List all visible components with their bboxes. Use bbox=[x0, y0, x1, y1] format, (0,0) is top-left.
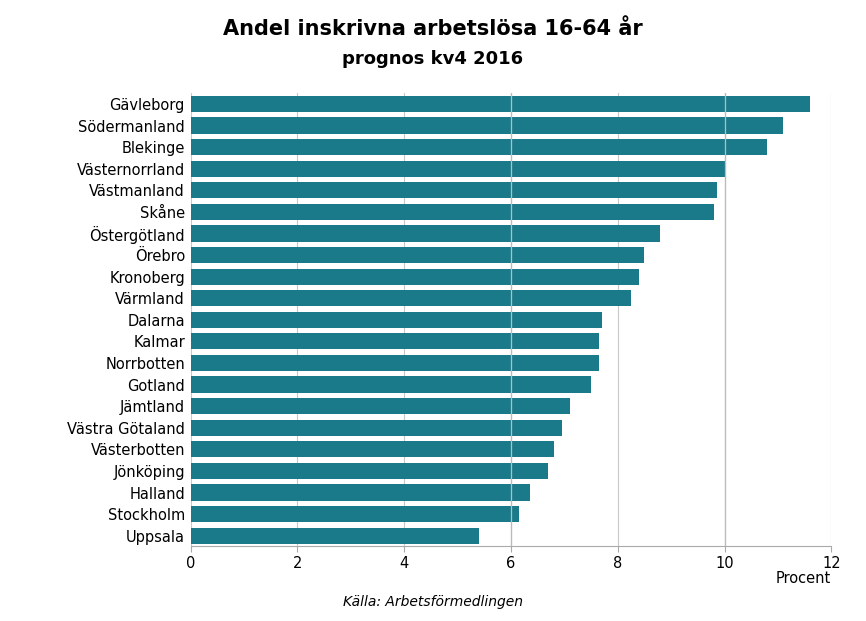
Bar bbox=[191, 247, 644, 263]
Bar bbox=[191, 182, 716, 198]
Text: Andel inskrivna arbetslösa 16-64 år: Andel inskrivna arbetslösa 16-64 år bbox=[223, 19, 643, 39]
Bar bbox=[191, 398, 570, 414]
Bar bbox=[191, 484, 530, 501]
Bar bbox=[191, 225, 661, 242]
Bar bbox=[191, 290, 631, 306]
Bar bbox=[191, 268, 639, 285]
Bar bbox=[191, 463, 548, 479]
Bar bbox=[191, 139, 767, 155]
Text: prognos kv4 2016: prognos kv4 2016 bbox=[342, 50, 524, 68]
Bar bbox=[191, 420, 562, 436]
Bar bbox=[191, 506, 519, 522]
Bar bbox=[191, 442, 553, 458]
Text: Källa: Arbetsförmedlingen: Källa: Arbetsförmedlingen bbox=[343, 594, 523, 609]
Bar bbox=[191, 333, 599, 350]
Bar bbox=[191, 528, 479, 544]
Bar bbox=[191, 204, 714, 220]
Text: Procent: Procent bbox=[776, 571, 831, 586]
Bar bbox=[191, 312, 602, 328]
Bar bbox=[191, 376, 591, 392]
Bar bbox=[191, 96, 810, 112]
Bar bbox=[191, 161, 725, 177]
Bar bbox=[191, 117, 783, 134]
Bar bbox=[191, 355, 599, 371]
